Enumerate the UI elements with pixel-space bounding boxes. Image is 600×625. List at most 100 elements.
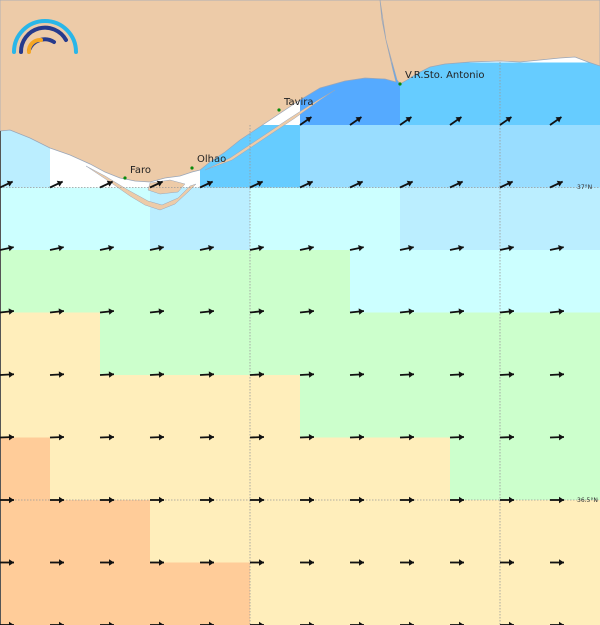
grid-cell <box>100 312 150 375</box>
current-arrow <box>550 559 564 566</box>
current-arrow <box>300 621 314 625</box>
grid-cell <box>450 500 500 563</box>
grid-cell <box>250 312 300 375</box>
grid-cell <box>350 500 400 563</box>
grid-cell <box>50 250 100 313</box>
current-arrow <box>199 244 214 252</box>
place-label-faro: Faro <box>130 165 151 176</box>
current-arrow <box>200 496 214 504</box>
grid-cell <box>0 250 50 313</box>
current-arrow <box>0 308 15 315</box>
grid-cell <box>400 125 450 188</box>
current-arrow <box>249 180 264 189</box>
latitude-label-36-5n: 36.5°N <box>577 497 598 504</box>
grid-cell <box>150 562 200 625</box>
grid-cell <box>400 375 450 438</box>
current-arrow <box>49 371 65 378</box>
current-arrow <box>350 496 364 504</box>
current-arrow <box>249 371 265 378</box>
grid-cell <box>400 500 450 563</box>
grid-cell <box>300 125 350 188</box>
current-arrow <box>349 180 364 189</box>
barrier-island <box>85 165 197 211</box>
grid-cell <box>200 375 250 438</box>
current-arrow <box>499 244 514 252</box>
place-label-vrsa: V.R.Sto. Antonio <box>405 70 485 81</box>
grid-cell <box>400 437 450 500</box>
grid-cell <box>100 562 150 625</box>
current-arrow <box>249 244 264 252</box>
current-arrow <box>549 180 564 189</box>
current-arrow <box>399 433 415 441</box>
grid-cell <box>250 437 300 500</box>
grid-cell <box>300 375 350 438</box>
grid-cell <box>400 312 450 375</box>
place-label-tavira: Tavira <box>283 97 314 108</box>
grid-cell <box>50 187 100 250</box>
grid-cell <box>350 562 400 625</box>
current-arrow <box>100 621 114 625</box>
current-arrow <box>299 371 315 378</box>
current-arrow <box>450 621 464 625</box>
current-arrow <box>199 180 214 189</box>
grid-cell <box>350 125 400 188</box>
latitude-label-37n: 37°N <box>577 184 592 191</box>
current-arrow <box>0 559 14 566</box>
grid-cell <box>250 375 300 438</box>
current-arrow <box>399 371 415 378</box>
current-arrow <box>0 180 14 189</box>
current-arrow <box>0 621 14 625</box>
grid-cell <box>550 562 600 625</box>
current-arrow <box>350 621 364 625</box>
logo-arc-middle <box>18 25 68 54</box>
cell-layer <box>0 62 600 625</box>
grid-cell <box>150 375 200 438</box>
current-arrow <box>150 559 164 566</box>
grid-cell <box>550 187 600 250</box>
current-arrow <box>299 116 312 126</box>
current-arrow <box>300 496 314 504</box>
grid-cell <box>350 375 400 438</box>
current-arrow <box>300 559 314 566</box>
grid-cell <box>450 562 500 625</box>
grid-cell <box>550 437 600 500</box>
grid-cell <box>200 312 250 375</box>
grid-cell <box>450 437 500 500</box>
grid-cell <box>150 437 200 500</box>
current-arrow <box>349 433 365 441</box>
grid-cell <box>450 312 500 375</box>
grid-cell <box>0 562 50 625</box>
grid-cell <box>250 187 300 250</box>
place-dot-faro <box>123 176 127 180</box>
current-arrow <box>99 180 114 189</box>
current-arrow <box>350 559 364 566</box>
grid-cell <box>50 562 100 625</box>
current-arrow <box>49 308 65 315</box>
grid-cell <box>300 437 350 500</box>
grid-cell <box>200 437 250 500</box>
grid-cell <box>450 62 500 125</box>
current-arrow <box>549 308 565 315</box>
current-arrow <box>399 308 415 315</box>
current-arrow <box>449 308 465 315</box>
grid-cell <box>100 187 150 250</box>
current-arrow <box>400 621 414 625</box>
place-label-olhao: Olhao <box>197 154 226 165</box>
tavira-barrier <box>204 89 336 171</box>
current-arrow <box>250 496 264 504</box>
current-arrow <box>199 433 215 441</box>
current-arrow <box>449 116 462 126</box>
grid-cell <box>550 250 600 313</box>
grid-cell <box>450 375 500 438</box>
current-arrow <box>349 244 364 252</box>
grid-cell <box>100 250 150 313</box>
current-arrow <box>50 496 64 504</box>
current-arrow <box>49 244 64 252</box>
current-arrow <box>349 116 362 126</box>
current-arrow <box>99 244 114 252</box>
grid-cell <box>550 312 600 375</box>
current-arrow <box>149 244 164 252</box>
current-arrow <box>299 433 315 441</box>
current-arrow <box>149 371 165 378</box>
